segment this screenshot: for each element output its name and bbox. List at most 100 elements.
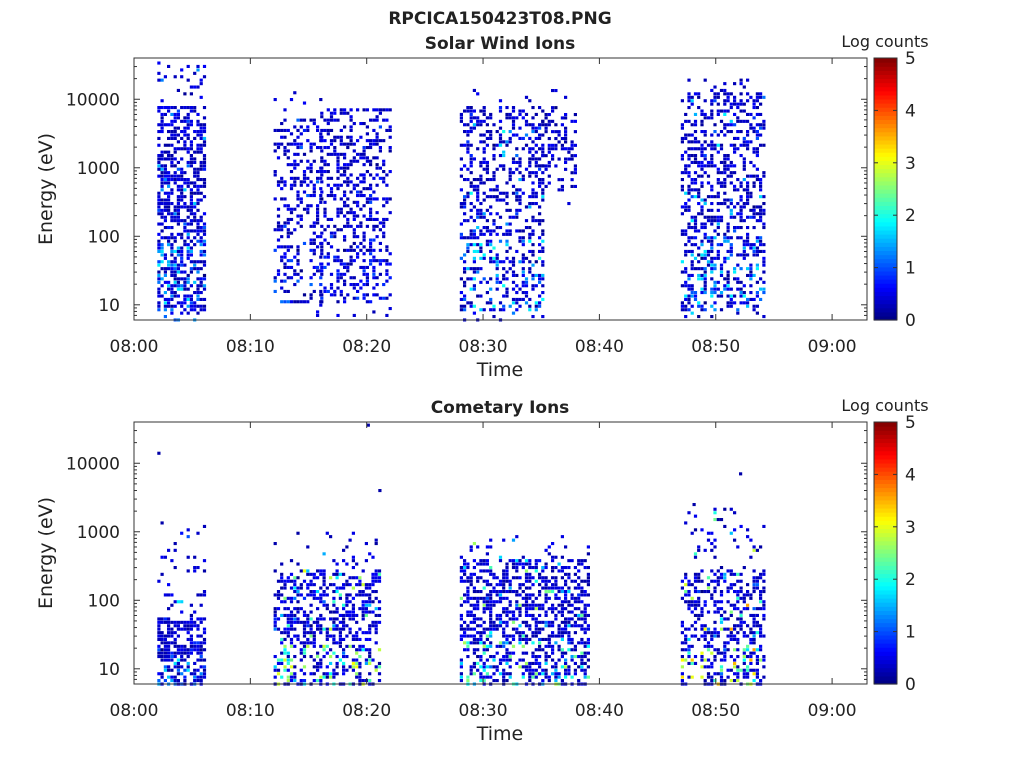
spectrogram-cell	[176, 301, 180, 305]
spectrogram-cell	[573, 620, 577, 624]
spectrogram-cell	[573, 668, 577, 672]
spectrogram-cell	[186, 535, 190, 539]
spectrogram-cell	[352, 313, 356, 317]
spectrogram-cell	[716, 133, 720, 137]
spectrogram-cell	[733, 82, 737, 86]
spectrogram-cell	[534, 607, 538, 611]
spectrogram-cell	[302, 631, 307, 635]
spectrogram-cell	[356, 214, 360, 218]
spectrogram-cell	[518, 198, 522, 202]
spectrogram-cell	[687, 627, 691, 631]
spectrogram-cell	[759, 634, 763, 638]
spectrogram-cell	[521, 273, 525, 277]
spectrogram-cell	[746, 267, 750, 271]
spectrogram-cell	[289, 163, 294, 167]
spectrogram-cell	[273, 610, 277, 614]
spectrogram-cell	[713, 123, 717, 127]
spectrogram-cell	[335, 607, 339, 611]
spectrogram-cell	[202, 308, 207, 312]
colorbar-segment	[874, 446, 897, 452]
x-axis: 08:00 08:10 08:20 08:30 08:40 08:50 09:00	[110, 58, 857, 357]
spectrogram-cell	[586, 613, 590, 617]
spectrogram-cell	[564, 130, 568, 134]
spectrogram-cell	[472, 311, 476, 315]
spectrogram-cell	[361, 569, 365, 573]
spectrogram-cell	[289, 559, 294, 563]
spectrogram-cell	[199, 593, 203, 597]
spectrogram-cell	[528, 665, 532, 669]
spectrogram-cell	[485, 600, 489, 604]
spectrogram-cell	[515, 147, 519, 151]
spectrogram-cell	[729, 236, 733, 240]
spectrogram-cell	[326, 146, 330, 150]
spectrogram-cell	[544, 154, 548, 158]
spectrogram-cell	[176, 112, 180, 116]
spectrogram-cell	[531, 171, 535, 175]
spectrogram-cell	[729, 631, 733, 635]
spectrogram-cell	[476, 212, 480, 216]
spectrogram-cell	[199, 95, 203, 99]
spectrogram-cell	[338, 596, 342, 600]
spectrogram-cell	[326, 118, 330, 122]
spectrogram-cell	[746, 297, 750, 301]
spectrogram-cell	[312, 118, 316, 122]
spectrogram-cell	[329, 118, 334, 122]
spectrogram-cell	[528, 613, 532, 617]
spectrogram-cell	[752, 634, 756, 638]
spectrogram-cell	[476, 655, 480, 659]
spectrogram-cell	[293, 228, 297, 232]
spectrogram-cell	[459, 637, 463, 641]
spectrogram-cell	[690, 236, 694, 240]
spectrogram-cell	[726, 256, 730, 260]
spectrogram-cell	[296, 152, 300, 156]
spectrogram-cell	[352, 259, 356, 263]
spectrogram-cell	[534, 617, 538, 621]
spectrogram-cell	[505, 222, 509, 226]
spectrogram-cell	[515, 301, 519, 305]
spectrogram-cell	[466, 123, 470, 127]
spectrogram-cell	[472, 559, 476, 563]
spectrogram-cell	[362, 108, 366, 112]
spectrogram-cell	[193, 71, 197, 75]
spectrogram-cell	[293, 634, 297, 638]
spectrogram-cell	[489, 260, 493, 264]
spectrogram-cell	[534, 620, 538, 624]
spectrogram-cell	[716, 102, 720, 106]
spectrogram-cell	[511, 562, 516, 566]
spectrogram-cell	[482, 150, 486, 154]
spectrogram-cell	[713, 511, 717, 515]
spectrogram-cell	[349, 118, 353, 122]
spectrogram-cell	[485, 637, 489, 641]
spectrogram-cell	[485, 559, 489, 563]
spectrogram-cell	[544, 123, 548, 127]
spectrogram-cell	[684, 208, 688, 212]
spectrogram-cell	[293, 665, 297, 669]
spectrogram-cell	[342, 613, 346, 617]
spectrogram-cell	[320, 149, 324, 153]
spectrogram-cell	[325, 637, 329, 641]
spectrogram-cell	[531, 157, 535, 161]
spectrogram-cell	[498, 191, 503, 195]
spectrogram-cell	[706, 648, 711, 652]
spectrogram-cell	[498, 559, 503, 563]
spectrogram-cell	[580, 590, 584, 594]
spectrogram-cell	[202, 672, 207, 676]
spectrogram-cell	[495, 627, 499, 631]
spectrogram-cell	[472, 672, 476, 676]
spectrogram-cell	[286, 627, 290, 631]
spectrogram-cell	[382, 108, 386, 112]
spectrogram-cell	[495, 613, 499, 617]
spectrogram-cell	[312, 596, 316, 600]
spectrogram-cell	[508, 655, 512, 659]
spectrogram-cell	[183, 658, 187, 662]
spectrogram-cell	[700, 607, 704, 611]
spectrogram-cell	[199, 215, 203, 219]
spectrogram-cell	[329, 634, 333, 638]
spectrogram-cell	[369, 163, 373, 167]
spectrogram-cell	[746, 665, 750, 669]
spectrogram-cell	[729, 668, 733, 672]
spectrogram-cell	[199, 226, 203, 230]
spectrogram-cell	[365, 197, 369, 201]
spectrogram-cell	[372, 259, 376, 263]
spectrogram-cell	[482, 569, 486, 573]
